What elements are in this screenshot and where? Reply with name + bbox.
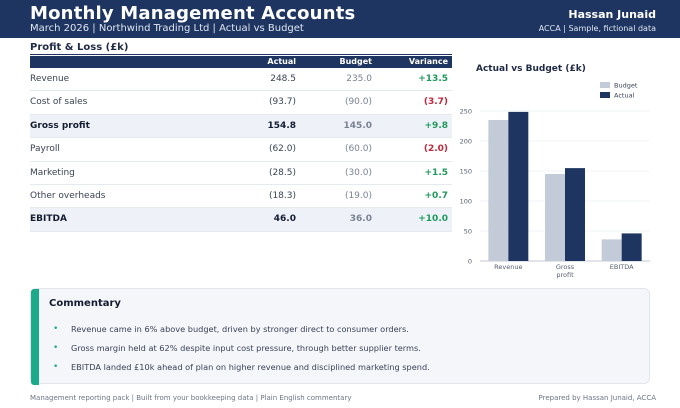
author-name: Hassan Junaid bbox=[568, 8, 656, 21]
pl-row: Cost of sales (93.7) (90.0) (3.7) bbox=[30, 91, 452, 115]
legend-swatch-budget bbox=[600, 82, 610, 88]
pl-row: EBITDA 46.0 36.0 +10.0 bbox=[30, 208, 452, 232]
x-tick-label-line: Gross bbox=[556, 263, 575, 271]
pl-row-variance: (3.7) bbox=[423, 97, 448, 108]
author-credentials: ACCA | Sample, fictional data bbox=[538, 24, 656, 33]
pl-row: Marketing (28.5) (30.0) +1.5 bbox=[30, 162, 452, 185]
pl-row-budget: (60.0) bbox=[344, 144, 372, 155]
legend-swatch-actual bbox=[600, 92, 610, 98]
footer-prepared-by: Prepared by Hassan Junaid, ACCA bbox=[538, 394, 656, 402]
pl-row-label: Other overheads bbox=[30, 190, 106, 201]
pl-row: Payroll (62.0) (60.0) (2.0) bbox=[30, 138, 452, 162]
pl-table: Actual Budget Variance Revenue 248.5 235.0… bbox=[30, 56, 452, 232]
pl-row-actual: 46.0 bbox=[273, 214, 296, 225]
pl-row-label: Revenue bbox=[30, 74, 70, 84]
col-variance: Variance bbox=[408, 57, 448, 66]
col-budget: Budget bbox=[339, 57, 373, 66]
pl-row-variance: +10.0 bbox=[418, 214, 448, 225]
report-header: Monthly Management Accounts March 2026 |… bbox=[0, 0, 680, 38]
pl-row-variance: +0.7 bbox=[424, 190, 448, 201]
pl-row-budget: 145.0 bbox=[343, 120, 372, 131]
report-title: Monthly Management Accounts bbox=[30, 3, 356, 24]
commentary-panel: Commentary • Revenue came in 6% above bu… bbox=[30, 288, 650, 385]
pl-table-body: Revenue 248.5 235.0 +13.5 Cost of sales (93.7… bbox=[30, 68, 452, 232]
pl-row-actual: (18.3) bbox=[268, 190, 296, 201]
pl-row-label: Marketing bbox=[30, 167, 75, 178]
pl-table-header: Actual Budget Variance bbox=[30, 56, 452, 68]
pl-row-budget: (19.0) bbox=[344, 190, 372, 201]
pl-row-budget: 235.0 bbox=[346, 74, 372, 84]
pl-row: Revenue 248.5 235.0 +13.5 bbox=[30, 68, 452, 92]
bullet-dot-icon: • bbox=[53, 343, 59, 353]
pl-divider bbox=[30, 54, 452, 55]
pl-row-actual: 154.8 bbox=[267, 120, 296, 131]
bullet-dot-icon: • bbox=[53, 362, 59, 372]
pl-row-variance: (2.0) bbox=[423, 144, 448, 155]
x-tick-label-line: profit bbox=[556, 271, 574, 279]
pl-row-label: Payroll bbox=[30, 144, 60, 155]
pl-row-budget: 36.0 bbox=[349, 214, 372, 225]
commentary-bullet-text: Revenue came in 6% above budget, driven … bbox=[71, 324, 409, 334]
commentary-bullet-text: Gross margin held at 62% despite input c… bbox=[71, 343, 421, 353]
bar-actual bbox=[565, 168, 585, 261]
x-tick-label-line: Revenue bbox=[494, 263, 522, 271]
pl-row: Gross profit 154.8 145.0 +9.8 bbox=[30, 114, 452, 139]
pl-row-budget: (30.0) bbox=[344, 167, 372, 178]
col-actual: Actual bbox=[267, 57, 296, 66]
y-tick-label: 200 bbox=[460, 138, 472, 146]
pl-row-variance: +9.8 bbox=[424, 120, 448, 131]
legend-label: Budget bbox=[614, 82, 638, 90]
x-tick-label: Gross profit bbox=[556, 263, 575, 279]
pl-section-title: Profit & Loss (£k) bbox=[30, 42, 129, 53]
y-tick-label: 150 bbox=[460, 168, 472, 176]
pl-row-label: Gross profit bbox=[30, 120, 90, 131]
x-tick-label: EBITDA bbox=[610, 263, 634, 271]
bar-actual bbox=[621, 233, 642, 261]
commentary-accent-bar bbox=[31, 289, 39, 385]
legend-label: Actual bbox=[614, 92, 635, 100]
pl-row-actual: (28.5) bbox=[268, 167, 296, 178]
pl-row-variance: +13.5 bbox=[418, 74, 448, 84]
pl-row-budget: (90.0) bbox=[344, 97, 372, 108]
bar-budget bbox=[601, 239, 622, 261]
actual-vs-budget-chart: 0 50 100 150 200 250 Revenue Gross profit EBITDA B… bbox=[460, 82, 650, 279]
y-tick-label: 250 bbox=[460, 108, 472, 116]
pl-row-label: Cost of sales bbox=[30, 97, 88, 108]
x-tick-label-line: EBITDA bbox=[610, 263, 634, 271]
commentary-title: Commentary bbox=[49, 298, 121, 309]
pl-row-variance: +1.5 bbox=[424, 167, 448, 178]
footer-note: Management reporting pack | Built from y… bbox=[30, 394, 352, 402]
pl-row-actual: (93.7) bbox=[268, 97, 296, 108]
report-subtitle: March 2026 | Northwind Trading Ltd | Act… bbox=[30, 23, 304, 34]
pl-row-actual: 248.5 bbox=[270, 74, 296, 84]
commentary-bullet-text: EBITDA landed £10k ahead of plan on high… bbox=[71, 362, 430, 372]
bar-actual bbox=[508, 111, 529, 262]
y-tick-label: 100 bbox=[460, 198, 472, 206]
pl-row-label: EBITDA bbox=[30, 214, 67, 225]
bar-budget bbox=[545, 174, 565, 261]
y-tick-label: 50 bbox=[464, 228, 472, 236]
pl-row-actual: (62.0) bbox=[268, 144, 296, 155]
bar-budget bbox=[488, 120, 509, 261]
chart-title: Actual vs Budget (£k) bbox=[476, 64, 586, 74]
y-tick-label: 0 bbox=[468, 258, 472, 266]
x-tick-label: Revenue bbox=[494, 263, 522, 271]
bullet-dot-icon: • bbox=[53, 324, 59, 334]
pl-row: Other overheads (18.3) (19.0) +0.7 bbox=[30, 185, 452, 209]
